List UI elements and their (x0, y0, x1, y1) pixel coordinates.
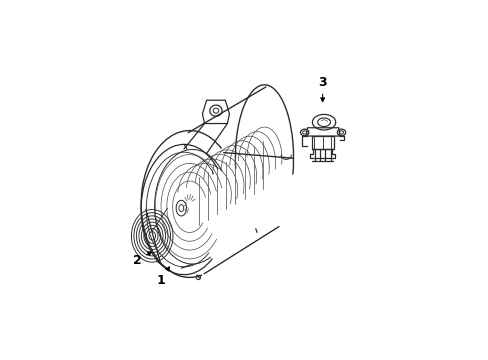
Text: 1: 1 (156, 267, 169, 287)
Text: 2: 2 (132, 252, 151, 267)
Text: 3: 3 (318, 76, 326, 102)
